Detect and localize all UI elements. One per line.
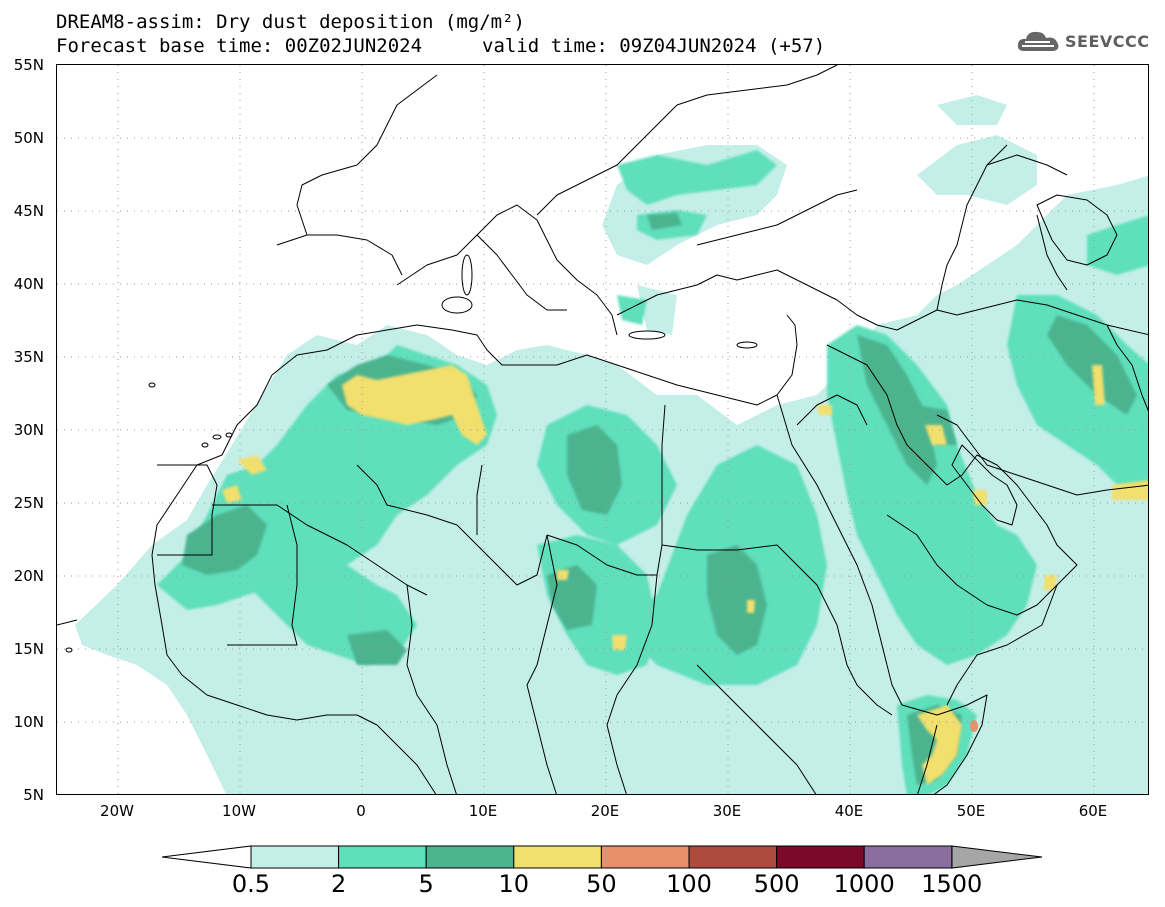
colorbar-label: 10 xyxy=(498,870,530,898)
dust-level-10-area xyxy=(222,365,1148,785)
colorbar-label: 50 xyxy=(586,870,617,898)
lat-label-35n: 35N xyxy=(13,348,44,366)
lat-label-5n: 5N xyxy=(23,786,44,804)
lat-label-15n: 15N xyxy=(13,640,44,658)
cloud-logo-icon xyxy=(1017,31,1059,51)
colorbar-label: 500 xyxy=(753,870,800,898)
colorbar-label: 5 xyxy=(418,870,434,898)
colorbar-swatch-4 xyxy=(600,845,690,869)
colorbar-swatch-1 xyxy=(338,845,427,869)
colorbar-above-arrow xyxy=(951,845,1043,869)
colorbar xyxy=(161,845,1043,869)
colorbar-label: 1000 xyxy=(833,870,895,898)
lon-label-30e: 30E xyxy=(712,802,742,820)
colorbar-swatch-5 xyxy=(688,845,778,869)
lat-label-30n: 30N xyxy=(13,421,44,439)
colorbar-swatch-2 xyxy=(425,845,515,869)
lon-label-20e: 20E xyxy=(590,802,620,820)
lon-label-10e: 10E xyxy=(468,802,498,820)
lat-label-25n: 25N xyxy=(13,494,44,512)
lat-label-20n: 20N xyxy=(13,567,44,585)
lon-label-0: 0 xyxy=(356,802,366,820)
seevccc-logo: SEEVCCC xyxy=(1016,26,1151,56)
lon-label-50e: 50E xyxy=(956,802,986,820)
lat-label-45n: 45N xyxy=(13,202,44,220)
lat-label-40n: 40N xyxy=(13,275,44,293)
logo-text: SEEVCCC xyxy=(1065,31,1150,51)
colorbar-swatch-6 xyxy=(776,845,865,869)
colorbar-below-arrow xyxy=(161,845,252,869)
lat-label-55n: 55N xyxy=(13,56,44,74)
colorbar-swatch-0 xyxy=(250,845,340,869)
title-line2: Forecast base time: 00Z02JUN2024 xyxy=(56,35,423,57)
colorbar-label: 2 xyxy=(330,870,347,898)
title-line1: DREAM8-assim: Dry dust deposition (mg/m²… xyxy=(56,11,525,33)
lat-label-10n: 10N xyxy=(13,713,44,731)
colorbar-swatch-7 xyxy=(863,845,953,869)
lat-lon-grid xyxy=(57,65,1148,794)
dust-deposition-map xyxy=(56,64,1149,795)
islands xyxy=(65,254,758,653)
valid-time: valid time: 09Z04JUN2024 (+57) xyxy=(482,35,826,57)
colorbar-label: 1500 xyxy=(921,870,983,898)
colorbar-label: 100 xyxy=(666,870,712,898)
lat-label-50n: 50N xyxy=(13,129,44,147)
lon-label-20w: 20W xyxy=(100,802,134,820)
lon-label-60e: 60E xyxy=(1078,802,1108,820)
lon-label-10w: 10W xyxy=(222,802,256,820)
colorbar-label: 0.5 xyxy=(231,870,271,898)
coastlines-and-borders xyxy=(57,65,1148,794)
lon-label-40e: 40E xyxy=(834,802,864,820)
colorbar-swatch-3 xyxy=(513,845,602,869)
